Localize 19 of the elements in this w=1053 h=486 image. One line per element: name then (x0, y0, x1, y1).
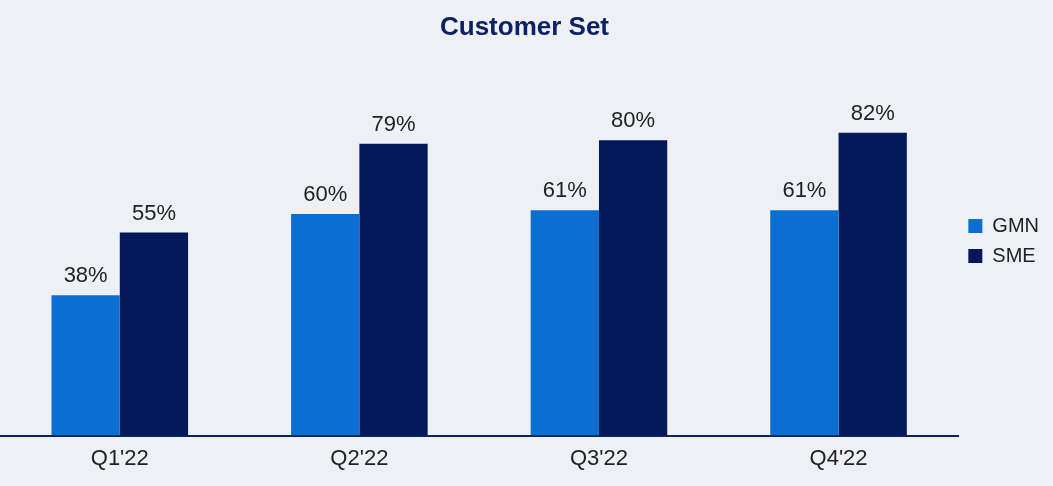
bar (291, 214, 360, 436)
data-label: 38% (63, 262, 108, 288)
bar (51, 295, 120, 436)
data-label: 82% (850, 99, 895, 125)
data-label: 61% (782, 177, 827, 203)
legend-label: SME (992, 243, 1036, 266)
data-label: 60% (303, 181, 348, 207)
legend-label: GMN (992, 213, 1040, 236)
x-tick-label: Q2'22 (330, 444, 389, 470)
x-tick-label: Q3'22 (569, 444, 628, 470)
data-label: 55% (131, 199, 176, 225)
data-label: 61% (542, 177, 587, 203)
data-label: 80% (611, 107, 656, 133)
chart-title: Customer Set (439, 10, 610, 41)
bar (770, 210, 839, 436)
bar (530, 210, 599, 436)
x-tick-label: Q1'22 (90, 444, 149, 470)
data-label: 79% (371, 110, 416, 136)
x-tick-label: Q4'22 (809, 444, 868, 470)
